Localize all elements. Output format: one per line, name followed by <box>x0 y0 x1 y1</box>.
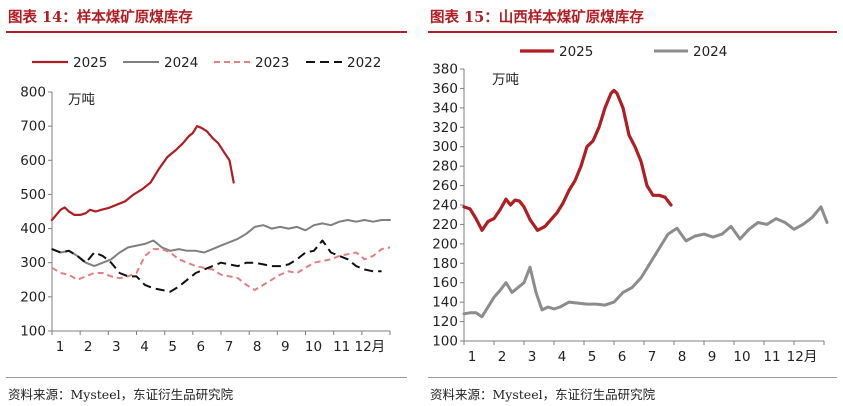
chart-panel-left: 图表 14：样本煤矿原煤库存 100 200 300 400 500 600 700 800 1… <box>0 0 413 406</box>
series-line-2024 <box>462 205 829 319</box>
chart-title: 图表 15：山西样本煤矿原煤库存 <box>430 9 644 26</box>
legend-label-2025: 2025 <box>559 44 593 60</box>
source-divider <box>428 377 837 378</box>
x-tick-label: 2 <box>84 339 93 355</box>
legend-label-2023: 2023 <box>255 55 289 71</box>
x-tick-label: 3 <box>112 339 121 355</box>
line-chart: 100 120 140 160 180 200 220 240 260 280 300 320 340 3… <box>432 44 829 365</box>
y-tick-label: 340 <box>432 100 458 116</box>
x-tick-label: 7 <box>225 339 234 355</box>
legend-label-2025: 2025 <box>73 55 107 71</box>
y-tick-label: 380 <box>432 62 458 78</box>
x-tick-label: 7 <box>648 349 657 365</box>
series-line-2024 <box>51 219 391 268</box>
x-tick-label: 11 <box>333 339 350 355</box>
x-tick-label: 6 <box>618 349 627 365</box>
x-tick-label: 11 <box>763 349 780 365</box>
series-line-2023 <box>51 246 391 291</box>
y-tick-label: 360 <box>432 81 458 97</box>
chart-source: 资料来源：Mysteel，东证衍生品研究院 <box>430 387 656 402</box>
x-tick-label: 8 <box>253 339 262 355</box>
line-chart: 100 200 300 400 500 600 700 800 1 2 3 4 5 6 7 8 9 10 11 12月… <box>20 55 391 355</box>
y-tick-label: 300 <box>432 139 458 155</box>
x-tick-label: 5 <box>588 349 597 365</box>
title-divider <box>6 31 407 33</box>
x-tick-label: 10 <box>733 349 750 365</box>
x-tick-label: 5 <box>168 339 177 355</box>
legend-label-2022: 2022 <box>347 55 381 71</box>
y-tick-label: 240 <box>432 198 458 214</box>
legend-label-2024: 2024 <box>693 44 727 60</box>
x-tick-label: 9 <box>281 339 290 355</box>
x-tick-label: 1 <box>468 349 477 365</box>
y-tick-label: 160 <box>432 275 458 291</box>
chart-title: 图表 14：样本煤矿原煤库存 <box>8 9 193 26</box>
y-tick-label: 180 <box>432 256 458 272</box>
series-line-2025 <box>50 125 235 222</box>
x-tick-label: 4 <box>558 349 567 365</box>
x-tick-label: 12月 <box>354 339 385 355</box>
x-tick-label: 6 <box>197 339 206 355</box>
y-tick-label: 200 <box>20 289 46 305</box>
y-tick-label: 140 <box>432 295 458 311</box>
y-tick-label: 600 <box>20 153 46 169</box>
y-tick-label: 400 <box>20 221 46 237</box>
source-divider <box>6 377 407 378</box>
title-divider <box>428 31 837 33</box>
x-tick-label: 8 <box>678 349 687 365</box>
x-tick-label: 9 <box>708 349 717 365</box>
y-tick-label: 800 <box>20 85 46 101</box>
y-tick-label: 700 <box>20 119 46 135</box>
x-tick-label: 10 <box>305 339 322 355</box>
series-line-2025 <box>462 88 673 232</box>
unit-label: 万吨 <box>68 92 95 108</box>
y-tick-label: 320 <box>432 120 458 136</box>
x-tick-label: 3 <box>528 349 537 365</box>
legend-label-2024: 2024 <box>164 55 198 71</box>
unit-label: 万吨 <box>492 72 519 88</box>
x-tick-label: 4 <box>140 339 149 355</box>
y-tick-label: 220 <box>432 217 458 233</box>
y-tick-label: 280 <box>432 159 458 175</box>
y-tick-label: 200 <box>432 236 458 252</box>
x-tick-label: 1 <box>56 339 65 355</box>
y-tick-label: 260 <box>432 178 458 194</box>
y-tick-label: 120 <box>432 314 458 330</box>
chart-source: 资料来源：Mysteel，东证衍生品研究院 <box>8 387 234 402</box>
x-tick-label: 12月 <box>787 349 818 365</box>
y-tick-label: 500 <box>20 187 46 203</box>
x-tick-label: 2 <box>498 349 507 365</box>
y-tick-label: 300 <box>20 255 46 271</box>
chart-panel-right: 图表 15：山西样本煤矿原煤库存 100 120 140 160 180 200 220 24… <box>422 0 843 406</box>
y-tick-label: 100 <box>20 324 46 340</box>
y-tick-label: 100 <box>432 334 458 350</box>
